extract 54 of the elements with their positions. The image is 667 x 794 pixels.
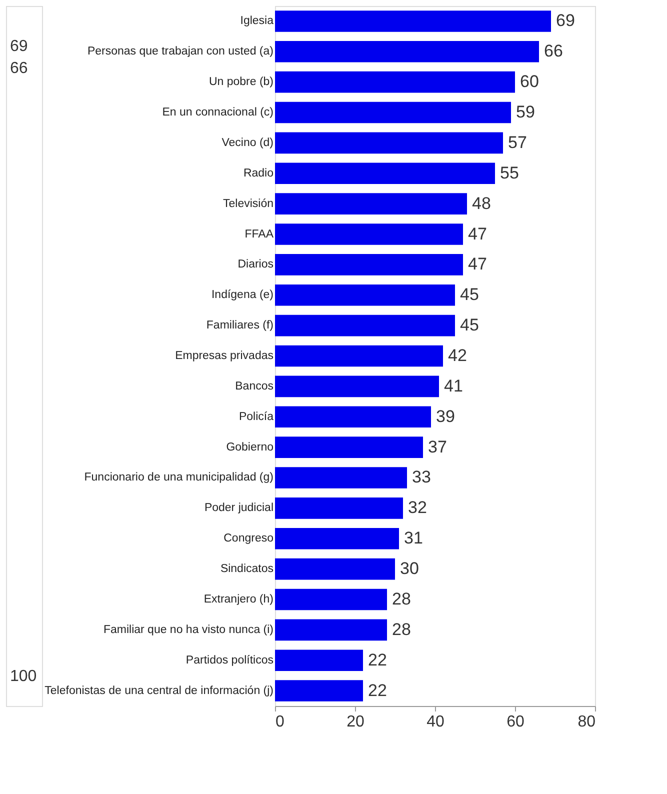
y-tick-label: Funcionario de una municipalidad (g) xyxy=(84,472,274,484)
y-tick-label: Extranjero (h) xyxy=(204,593,274,606)
data-label: 42 xyxy=(448,346,467,365)
data-label: 45 xyxy=(460,316,479,335)
data-label: 55 xyxy=(500,163,519,182)
y-tick-label: Gobierno xyxy=(226,441,274,454)
data-label: 41 xyxy=(444,376,463,396)
x-tick-label: 40 xyxy=(426,714,444,730)
data-label: 69 xyxy=(556,11,575,30)
x-tick-label: 20 xyxy=(346,714,364,730)
x-tick-label: 80 xyxy=(578,714,596,730)
data-label: 28 xyxy=(392,620,411,639)
data-label: 57 xyxy=(508,132,527,152)
x-tick-label: 60 xyxy=(506,714,524,730)
data-label: 66 xyxy=(544,42,563,61)
data-label: 33 xyxy=(412,468,431,487)
y-tick-label: Diarios xyxy=(238,258,274,271)
y-tick-label: Personas que trabajan con usted (a) xyxy=(87,46,274,58)
data-label: 39 xyxy=(436,406,455,426)
data-label: 22 xyxy=(368,650,387,670)
data-label: 60 xyxy=(520,72,539,92)
y-tick-label: Indígena (e) xyxy=(211,289,274,302)
y-tick-label: En un connacional (c) xyxy=(162,106,274,119)
data-label: 37 xyxy=(428,437,447,456)
y-tick-label: Poder judicial xyxy=(204,502,274,514)
y-tick-label: Radio xyxy=(243,167,274,180)
text: 66 xyxy=(10,60,28,77)
y-tick-label: Congreso xyxy=(224,532,274,545)
data-label: 32 xyxy=(408,498,427,518)
y-tick-label: Familiares (f) xyxy=(206,320,274,332)
y-tick-label: Un pobre (b) xyxy=(208,76,274,88)
data-label: 48 xyxy=(472,194,491,213)
data-label: 22 xyxy=(368,680,387,700)
y-tick-label: Partidos políticos xyxy=(186,654,274,666)
y-tick-label: Bancos xyxy=(235,380,274,392)
y-tick-label: Familiar que no ha visto nunca (i) xyxy=(103,624,274,636)
y-tick-label: Televisión xyxy=(223,198,274,210)
y-tick-label: Iglesia xyxy=(240,15,274,28)
data-label: 31 xyxy=(404,528,423,548)
y-tick-label: Empresas privadas xyxy=(175,350,274,362)
data-label: 47 xyxy=(468,224,487,244)
data-label: 28 xyxy=(392,589,411,608)
text: 100 xyxy=(10,668,37,685)
y-tick-label: Policía xyxy=(238,410,274,423)
text: 69 xyxy=(10,38,28,55)
x-tick-label: 0 xyxy=(276,714,284,730)
data-label: 47 xyxy=(468,254,487,274)
data-label: 30 xyxy=(400,559,419,578)
y-tick-label: Vecino (d) xyxy=(222,136,274,149)
y-tick-label: FFAA xyxy=(244,228,274,240)
y-tick-label: Telefonistas de una central de información (j) xyxy=(44,684,274,697)
data-label: 45 xyxy=(460,285,479,304)
y-tick-label: Sindicatos xyxy=(220,563,274,576)
data-label: 59 xyxy=(516,102,535,122)
